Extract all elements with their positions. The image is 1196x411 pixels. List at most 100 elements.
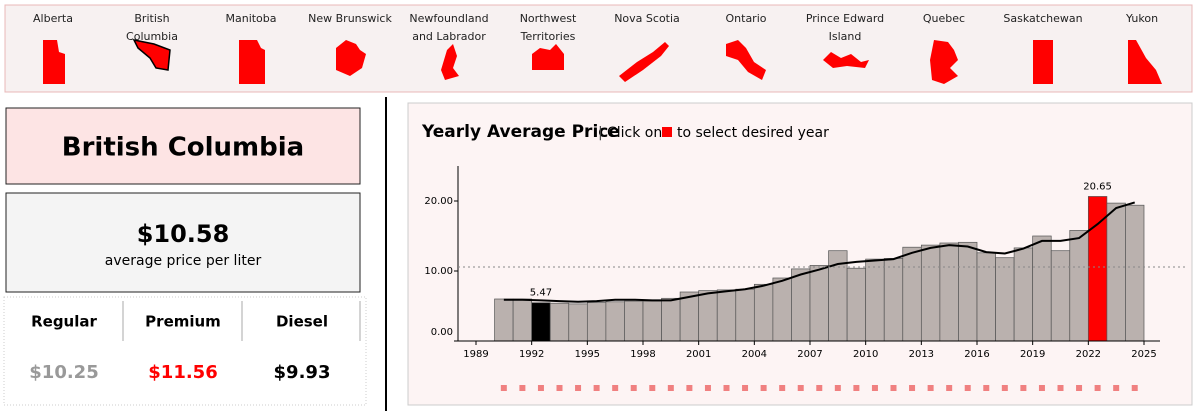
bar[interactable] — [920, 244, 941, 342]
year-selector[interactable] — [853, 385, 860, 391]
year-selector[interactable] — [890, 385, 897, 391]
x-tick-label: 1989 — [463, 349, 488, 360]
bar[interactable] — [586, 302, 607, 342]
bar[interactable] — [1069, 230, 1089, 342]
bar[interactable] — [883, 258, 904, 342]
year-selector[interactable] — [760, 385, 767, 391]
bar[interactable] — [624, 300, 644, 342]
year-selector[interactable] — [871, 385, 878, 391]
x-tick-label: 2007 — [797, 349, 822, 360]
year-selector[interactable] — [927, 385, 934, 391]
bar[interactable] — [1013, 247, 1034, 342]
province-shape[interactable] — [1128, 40, 1162, 84]
bar[interactable] — [809, 265, 829, 342]
year-selector[interactable] — [1057, 385, 1064, 391]
bar[interactable] — [791, 268, 811, 342]
bar[interactable] — [661, 297, 681, 342]
year-selector[interactable] — [1038, 385, 1045, 391]
bar[interactable] — [716, 289, 737, 342]
bar[interactable] — [642, 300, 662, 342]
province-name: Island — [829, 30, 862, 43]
bar[interactable] — [698, 290, 718, 342]
year-selector[interactable] — [704, 385, 711, 391]
year-selector[interactable] — [909, 385, 916, 391]
bar[interactable] — [1032, 235, 1052, 342]
bar[interactable] — [531, 302, 551, 342]
bar[interactable] — [494, 298, 514, 342]
bar[interactable] — [865, 258, 885, 342]
province-shape[interactable] — [930, 40, 958, 84]
bar[interactable] — [1106, 202, 1126, 342]
province-shape[interactable] — [726, 40, 766, 80]
year-selector[interactable] — [1113, 385, 1120, 391]
bar[interactable] — [1050, 250, 1071, 342]
year-selector[interactable] — [1094, 385, 1101, 391]
year-selector[interactable] — [723, 385, 730, 391]
bar[interactable] — [902, 246, 922, 342]
year-selector[interactable] — [667, 385, 674, 391]
year-selector[interactable] — [575, 385, 582, 391]
year-selector[interactable] — [1020, 385, 1027, 391]
year-selector[interactable] — [556, 385, 563, 391]
year-selector[interactable] — [1076, 385, 1083, 391]
bar[interactable] — [846, 267, 867, 342]
year-selector[interactable] — [1131, 385, 1138, 391]
province-shape[interactable] — [336, 40, 366, 76]
province-name: Quebec — [923, 12, 965, 25]
year-selector[interactable] — [593, 385, 600, 391]
bar[interactable] — [1125, 204, 1145, 342]
province-shape[interactable] — [132, 38, 171, 71]
year-selector[interactable] — [612, 385, 619, 391]
bar[interactable] — [549, 302, 570, 342]
year-selector[interactable] — [519, 385, 526, 391]
x-tick-label: 2013 — [909, 349, 934, 360]
province-name: Alberta — [33, 12, 73, 25]
x-tick-label: 2022 — [1076, 349, 1101, 360]
province-shape[interactable] — [441, 44, 459, 80]
province-shape[interactable] — [619, 42, 669, 82]
province-shape[interactable] — [239, 40, 265, 84]
province-name: Columbia — [126, 30, 178, 43]
y-tick-label: 0.00 — [431, 327, 453, 338]
province-name: Newfoundland — [409, 12, 488, 25]
fuel-price: $10.25 — [29, 362, 98, 383]
year-selector[interactable] — [779, 385, 786, 391]
year-selector[interactable] — [630, 385, 637, 391]
bar[interactable] — [976, 252, 996, 342]
bar[interactable] — [735, 288, 755, 342]
year-selector[interactable] — [834, 385, 841, 391]
province-title: British Columbia — [62, 133, 304, 163]
province-shape[interactable] — [43, 40, 65, 84]
price-value: $10.58 — [137, 220, 230, 248]
bar[interactable] — [995, 257, 1015, 342]
fuel-box — [3, 296, 367, 406]
bar[interactable] — [772, 277, 792, 342]
province-shape[interactable] — [1033, 40, 1053, 84]
year-selector[interactable] — [816, 385, 823, 391]
year-selector[interactable] — [686, 385, 693, 391]
year-selector[interactable] — [500, 385, 507, 391]
x-tick-label: 1995 — [575, 349, 600, 360]
x-tick-label: 2019 — [1020, 349, 1045, 360]
year-selector[interactable] — [964, 385, 971, 391]
year-selector[interactable] — [983, 385, 990, 391]
bar[interactable] — [568, 303, 588, 342]
year-selector[interactable] — [537, 385, 544, 391]
year-selector[interactable] — [797, 385, 804, 391]
year-selector[interactable] — [1001, 385, 1008, 391]
bar[interactable] — [679, 291, 700, 342]
year-selector[interactable] — [742, 385, 749, 391]
year-selector[interactable] — [946, 385, 953, 391]
x-tick-label: 2025 — [1131, 349, 1156, 360]
y-tick-label: 10.00 — [424, 266, 453, 277]
chart-title: Yearly Average Price — [421, 122, 620, 142]
province-shape[interactable] — [823, 52, 869, 68]
province-shape[interactable] — [532, 44, 564, 70]
bar[interactable] — [605, 301, 625, 342]
bar[interactable] — [939, 242, 959, 342]
year-selector[interactable] — [649, 385, 656, 391]
bar[interactable] — [753, 283, 774, 342]
x-tick-label: 2004 — [742, 349, 767, 360]
bar[interactable] — [512, 298, 533, 342]
bar[interactable] — [958, 241, 978, 342]
